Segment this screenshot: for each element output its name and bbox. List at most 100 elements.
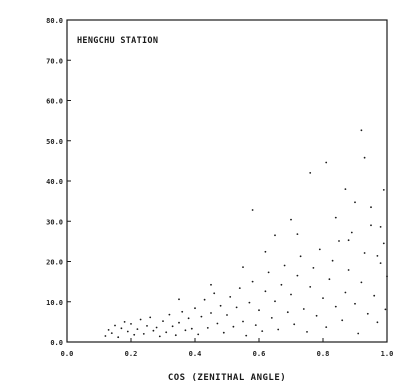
scatter-point — [325, 326, 328, 328]
scatter-point — [312, 267, 315, 269]
plot-border — [66, 19, 388, 343]
scatter-point — [264, 250, 267, 253]
x-tick-label: 0.8 — [317, 350, 330, 358]
scatter-point — [216, 322, 219, 325]
scatter-point — [341, 319, 344, 322]
scatter-point — [139, 318, 142, 321]
scatter-point — [347, 239, 350, 242]
scatter-point — [254, 324, 257, 326]
scatter-point — [242, 266, 244, 268]
scatter-point — [229, 296, 232, 298]
scatter-point — [238, 287, 241, 289]
scatter-point — [178, 298, 180, 301]
scatter-point — [370, 206, 372, 209]
scatter-point — [181, 310, 184, 313]
scatter-point — [344, 291, 347, 294]
scatter-point — [386, 275, 388, 278]
scatter-point — [226, 314, 228, 316]
scatter-point — [384, 308, 387, 311]
scatter-point — [162, 320, 164, 322]
scatter-point — [315, 314, 318, 317]
scatter-point — [363, 252, 366, 254]
scatter-point — [309, 172, 312, 174]
scatter-point — [178, 321, 180, 324]
scatter-point — [222, 331, 225, 334]
x-axis-label: COS (ZENITHAL ANGLE) — [168, 373, 286, 383]
scatter-point — [347, 269, 350, 271]
scatter-point — [334, 305, 337, 308]
scatter-point — [334, 216, 337, 219]
y-tick-label: 30.0 — [46, 218, 63, 226]
scatter-point — [117, 336, 120, 339]
scatter-point — [171, 325, 174, 328]
scatter-point — [370, 224, 372, 227]
scatter-point — [264, 290, 267, 293]
scatter-point — [149, 316, 152, 319]
scatter-point — [354, 302, 356, 305]
scatter-point — [270, 317, 273, 319]
scatter-point — [299, 255, 302, 258]
scatter-points — [104, 129, 388, 339]
y-tick-label: 80.0 — [46, 17, 63, 25]
scatter-point — [328, 278, 331, 281]
scatter-point — [158, 335, 161, 338]
scatter-point — [338, 240, 340, 242]
scatter-point — [277, 328, 280, 331]
scatter-point — [120, 327, 123, 330]
scatter-point — [318, 248, 321, 251]
scatter-point — [286, 311, 289, 314]
scatter-point — [322, 297, 324, 299]
scatter-point — [258, 309, 260, 312]
scatter-point — [146, 325, 148, 327]
scatter-point — [280, 283, 283, 286]
plot-frame — [66, 19, 388, 343]
scatter-point — [136, 328, 139, 330]
scatter-point — [110, 332, 113, 334]
scatter-point — [261, 330, 264, 332]
scatter-point — [274, 300, 276, 303]
scatter-point — [354, 201, 356, 204]
scatter-point — [133, 333, 136, 336]
scatter-point — [210, 312, 212, 314]
scatter-point — [104, 335, 107, 337]
scatter-point — [123, 321, 126, 323]
scatter-point — [155, 326, 158, 329]
scatter-point — [197, 333, 200, 336]
x-tick-label: 1.0 — [381, 350, 394, 358]
scatter-point — [126, 330, 129, 333]
x-tick-label: 0.0 — [61, 350, 74, 358]
scatter-point — [219, 304, 222, 307]
scatter-point — [251, 280, 254, 283]
scatter-point — [302, 308, 305, 310]
scatter-point — [325, 161, 328, 164]
scatter-point — [290, 293, 292, 296]
scatter-point — [213, 292, 216, 295]
scatter-point — [379, 262, 382, 264]
scatter-point — [296, 274, 299, 277]
scatter-point — [382, 189, 385, 191]
y-tick-label: 20.0 — [46, 259, 63, 267]
y-tick-label: 0.0 — [50, 339, 63, 347]
scatter-point — [232, 325, 235, 328]
scatter-point — [130, 323, 132, 325]
scatter-point — [190, 327, 193, 330]
scatter-point — [376, 255, 379, 257]
x-tick-label: 0.4 — [189, 350, 202, 358]
y-axis-ticks: 0.0 10.0 20.0 30.0 40.0 50.0 60.0 70.0 80.0 — [46, 17, 71, 347]
scatter-point — [248, 301, 251, 304]
scatter-point — [306, 331, 308, 333]
scatter-point — [376, 321, 379, 324]
scatter-point — [366, 312, 369, 315]
scatter-point — [350, 231, 353, 234]
scatter-point — [267, 271, 270, 274]
scatter-point — [142, 333, 145, 335]
scatter-point — [174, 334, 177, 337]
scatter-point — [206, 327, 209, 329]
x-axis-ticks: 0.0 0.2 0.4 0.6 0.8 1.0 — [61, 338, 394, 358]
y-tick-label: 60.0 — [46, 98, 63, 106]
scatter-point — [200, 315, 203, 318]
scatter-point — [114, 324, 116, 327]
scatter-point — [274, 234, 276, 237]
scatter-point — [187, 317, 190, 320]
